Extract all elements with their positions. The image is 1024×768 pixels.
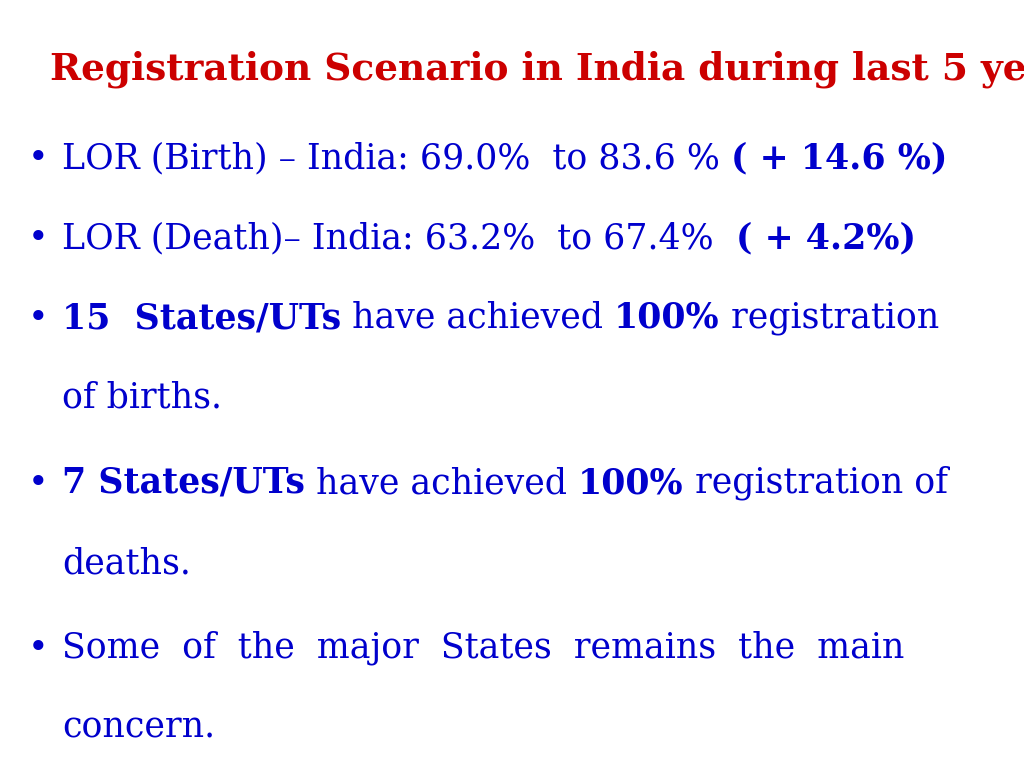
Text: •: • xyxy=(28,141,48,175)
Text: 100%: 100% xyxy=(578,466,683,500)
Text: •: • xyxy=(28,466,48,500)
Text: ( + 4.2%): ( + 4.2%) xyxy=(735,221,915,255)
Text: have achieved: have achieved xyxy=(305,466,578,500)
Text: registration of: registration of xyxy=(683,465,947,500)
Text: 7 States/UTs: 7 States/UTs xyxy=(62,466,305,500)
Text: LOR (Birth) – India: 69.0%  to 83.6 %: LOR (Birth) – India: 69.0% to 83.6 % xyxy=(62,141,731,175)
Text: concern.: concern. xyxy=(62,711,215,745)
Text: 15  States/UTs: 15 States/UTs xyxy=(62,301,341,335)
Text: •: • xyxy=(28,631,48,665)
Text: 100%: 100% xyxy=(614,301,720,335)
Text: •: • xyxy=(28,221,48,255)
Text: ( + 14.6 %): ( + 14.6 %) xyxy=(731,141,947,175)
Text: •: • xyxy=(28,301,48,335)
Text: deaths.: deaths. xyxy=(62,546,190,580)
Text: Registration Scenario in India during last 5 years: Registration Scenario in India during la… xyxy=(50,50,1024,88)
Text: of births.: of births. xyxy=(62,381,222,415)
Text: registration: registration xyxy=(720,301,939,335)
Text: Some  of  the  major  States  remains  the  main: Some of the major States remains the mai… xyxy=(62,631,904,665)
Text: LOR (Death)– India: 63.2%  to 67.4%: LOR (Death)– India: 63.2% to 67.4% xyxy=(62,221,735,255)
Text: have achieved: have achieved xyxy=(341,301,614,335)
